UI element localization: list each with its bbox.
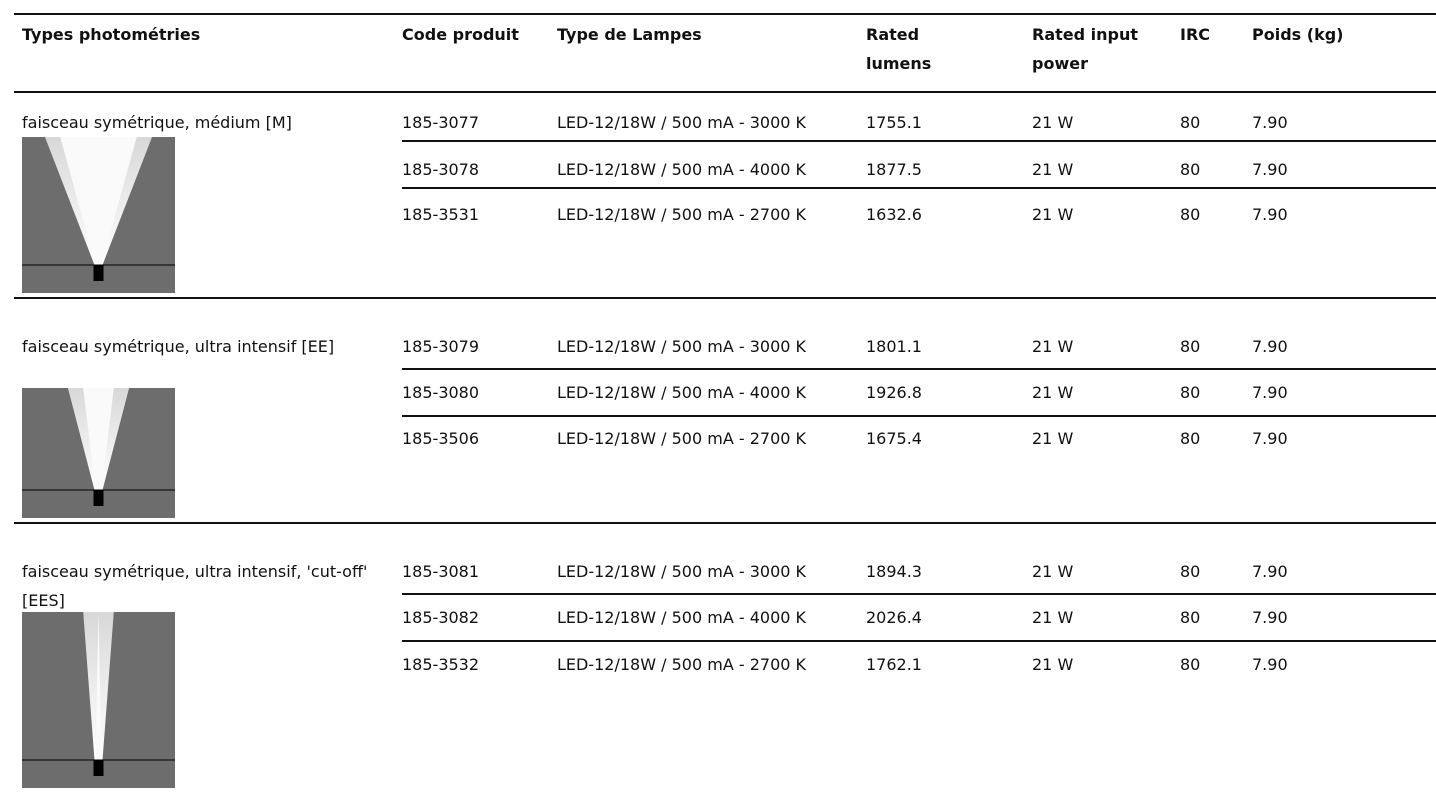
- row-rule: [402, 593, 1436, 595]
- cell: LED-12/18W / 500 mA - 2700 K: [557, 205, 807, 224]
- cell: LED-12/18W / 500 mA - 3000 K: [557, 113, 807, 132]
- cell: 7.90: [1252, 383, 1288, 402]
- cell: 80: [1180, 562, 1201, 581]
- cell: 7.90: [1252, 655, 1288, 674]
- cell: 1755.1: [866, 113, 922, 132]
- group-rule: [14, 522, 1436, 524]
- cell: 185-3079: [402, 337, 480, 356]
- cell: 1877.5: [866, 160, 922, 179]
- header-rule: [14, 91, 1436, 93]
- column-header: Type de Lampes: [557, 25, 702, 44]
- cell: 185-3078: [402, 160, 480, 179]
- cell: 21 W: [1032, 160, 1074, 179]
- cell: 21 W: [1032, 608, 1074, 627]
- cell: 185-3082: [402, 608, 480, 627]
- cell: 80: [1180, 608, 1201, 627]
- column-header: Types photométries: [22, 25, 201, 44]
- cell: LED-12/18W / 500 mA - 4000 K: [557, 160, 807, 179]
- cell: 80: [1180, 429, 1201, 448]
- cell: 21 W: [1032, 383, 1074, 402]
- cell: 185-3532: [402, 655, 480, 674]
- cell: 1632.6: [866, 205, 922, 224]
- cell: 7.90: [1252, 160, 1288, 179]
- cell: LED-12/18W / 500 mA - 3000 K: [557, 337, 807, 356]
- photometry-diagram: [22, 137, 175, 293]
- row-rule: [402, 415, 1436, 417]
- cell: LED-12/18W / 500 mA - 2700 K: [557, 655, 807, 674]
- photometry-diagram: [22, 612, 175, 788]
- cell: LED-12/18W / 500 mA - 4000 K: [557, 608, 807, 627]
- row-rule: [402, 640, 1436, 642]
- cell: 80: [1180, 655, 1201, 674]
- cell: 21 W: [1032, 429, 1074, 448]
- column-header: Poids (kg): [1252, 25, 1344, 44]
- cell: 1675.4: [866, 429, 922, 448]
- cell: 1801.1: [866, 337, 922, 356]
- group-rule: [14, 297, 1436, 299]
- cell: 7.90: [1252, 113, 1288, 132]
- column-header: Code produit: [402, 25, 519, 44]
- cell: 7.90: [1252, 205, 1288, 224]
- cell: 185-3531: [402, 205, 480, 224]
- row-rule: [402, 140, 1436, 142]
- cell: 80: [1180, 337, 1201, 356]
- column-header: Rated input power: [1032, 25, 1139, 73]
- cell: 1926.8: [866, 383, 922, 402]
- group-label: faisceau symétrique, ultra intensif, 'cu…: [22, 562, 368, 610]
- cell: 185-3506: [402, 429, 480, 448]
- cell: 7.90: [1252, 562, 1288, 581]
- cell: 80: [1180, 205, 1201, 224]
- cell: 21 W: [1032, 337, 1074, 356]
- row-rule: [402, 187, 1436, 189]
- cell: 7.90: [1252, 429, 1288, 448]
- cell: 7.90: [1252, 608, 1288, 627]
- cell: 185-3081: [402, 562, 480, 581]
- cell: LED-12/18W / 500 mA - 3000 K: [557, 562, 807, 581]
- cell: 2026.4: [866, 608, 922, 627]
- cell: LED-12/18W / 500 mA - 4000 K: [557, 383, 807, 402]
- column-header: IRC: [1180, 25, 1211, 44]
- cell: 1762.1: [866, 655, 922, 674]
- group-label: faisceau symétrique, ultra intensif [EE]: [22, 337, 335, 356]
- cell: 21 W: [1032, 205, 1074, 224]
- photometry-diagram: [22, 388, 175, 518]
- top-rule: [14, 13, 1436, 15]
- cell: 7.90: [1252, 337, 1288, 356]
- cell: 80: [1180, 113, 1201, 132]
- cell: 185-3077: [402, 113, 480, 132]
- cell: 21 W: [1032, 562, 1074, 581]
- cell: 185-3080: [402, 383, 480, 402]
- group-label: faisceau symétrique, médium [M]: [22, 113, 292, 132]
- cell: 21 W: [1032, 113, 1074, 132]
- row-rule: [402, 368, 1436, 370]
- cell: 80: [1180, 160, 1201, 179]
- cell: 80: [1180, 383, 1201, 402]
- column-header: Rated lumens: [866, 25, 932, 73]
- cell: 21 W: [1032, 655, 1074, 674]
- cell: LED-12/18W / 500 mA - 2700 K: [557, 429, 807, 448]
- cell: 1894.3: [866, 562, 922, 581]
